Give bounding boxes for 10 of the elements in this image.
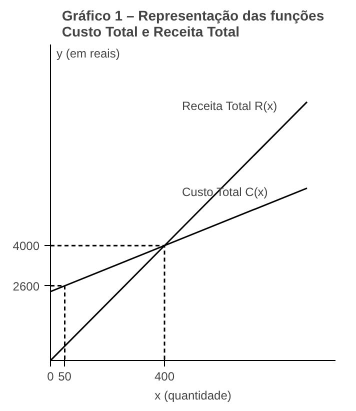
chart-title: Gráfico 1 – Representação das funções Custo Total e Receita Total — [62, 8, 324, 40]
y-axis-title: y (em reais) — [56, 46, 120, 60]
y-tick-label: 4000 — [12, 239, 40, 254]
x-tick-label: 400 — [154, 370, 175, 384]
series-label: Receita Total R(x) — [182, 98, 278, 113]
x-tick-label: 50 — [58, 370, 72, 384]
series-label: Custo Total C(x) — [182, 185, 268, 200]
y-tick-label: 2600 — [12, 279, 40, 294]
x-tick-label: 0 — [47, 370, 54, 384]
x-axis-title: x (quantidade) — [154, 388, 232, 402]
